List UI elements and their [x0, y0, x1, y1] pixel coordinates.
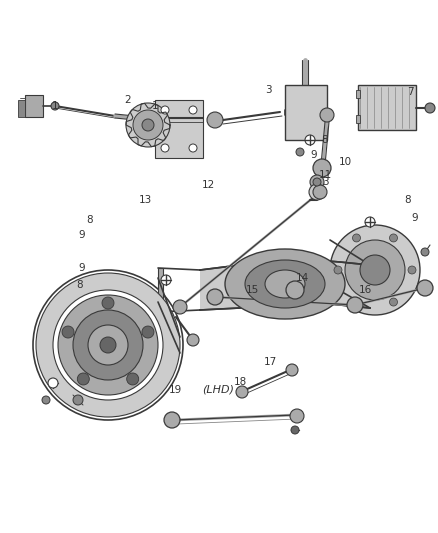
Circle shape	[309, 184, 325, 200]
Circle shape	[305, 135, 315, 145]
Bar	[158, 268, 163, 312]
Text: 9: 9	[79, 230, 85, 240]
Circle shape	[58, 295, 158, 395]
Circle shape	[102, 297, 114, 309]
Circle shape	[142, 326, 154, 338]
Polygon shape	[200, 258, 370, 310]
Circle shape	[417, 280, 433, 296]
Circle shape	[310, 175, 324, 189]
Circle shape	[421, 248, 429, 256]
Ellipse shape	[265, 270, 305, 298]
Circle shape	[291, 426, 299, 434]
Circle shape	[189, 144, 197, 152]
Text: 1: 1	[52, 101, 58, 111]
Circle shape	[345, 240, 405, 300]
Text: 7: 7	[407, 87, 413, 97]
Text: 18: 18	[233, 377, 247, 387]
Circle shape	[173, 300, 187, 314]
Circle shape	[290, 409, 304, 423]
Circle shape	[236, 386, 248, 398]
Circle shape	[133, 110, 163, 140]
Circle shape	[360, 255, 390, 285]
Circle shape	[88, 325, 128, 365]
Text: 19: 19	[168, 385, 182, 395]
Bar	[358, 85, 416, 130]
Text: 11: 11	[318, 170, 332, 180]
Ellipse shape	[245, 260, 325, 308]
Circle shape	[320, 108, 334, 122]
Text: 3: 3	[265, 85, 271, 95]
Text: 15: 15	[245, 285, 258, 295]
Circle shape	[126, 103, 170, 147]
Circle shape	[189, 106, 197, 114]
Circle shape	[100, 337, 116, 353]
Circle shape	[296, 148, 304, 156]
Circle shape	[313, 159, 331, 177]
Bar	[356, 90, 360, 98]
Text: 14: 14	[295, 273, 309, 283]
Polygon shape	[18, 100, 25, 117]
Text: 10: 10	[339, 157, 352, 167]
Circle shape	[313, 178, 321, 186]
Circle shape	[330, 225, 420, 315]
Bar	[285, 85, 327, 140]
Text: 16: 16	[358, 285, 371, 295]
Text: 17: 17	[263, 357, 277, 367]
Text: 8: 8	[321, 135, 328, 145]
Circle shape	[48, 378, 58, 388]
Circle shape	[33, 270, 183, 420]
Circle shape	[353, 298, 360, 306]
Circle shape	[62, 326, 74, 338]
Ellipse shape	[225, 249, 345, 319]
Text: (LHD): (LHD)	[202, 385, 234, 395]
Circle shape	[334, 266, 342, 274]
Circle shape	[36, 273, 180, 417]
Circle shape	[347, 297, 363, 313]
Text: 3: 3	[321, 177, 328, 187]
Circle shape	[408, 266, 416, 274]
Text: 8: 8	[405, 195, 411, 205]
Circle shape	[286, 364, 298, 376]
Circle shape	[187, 334, 199, 346]
Text: 8: 8	[77, 280, 83, 290]
Text: 9: 9	[311, 150, 317, 160]
Circle shape	[161, 275, 171, 285]
Circle shape	[207, 112, 223, 128]
Circle shape	[353, 234, 360, 242]
Bar	[356, 115, 360, 123]
Circle shape	[313, 185, 327, 199]
Circle shape	[389, 298, 398, 306]
Circle shape	[142, 119, 154, 131]
Text: 2: 2	[125, 95, 131, 105]
Circle shape	[78, 373, 89, 385]
Text: 1: 1	[152, 101, 158, 111]
Circle shape	[73, 310, 143, 380]
Text: 8: 8	[87, 215, 93, 225]
Circle shape	[161, 144, 169, 152]
Circle shape	[51, 102, 59, 110]
Bar	[155, 100, 203, 158]
Text: 12: 12	[201, 180, 215, 190]
Circle shape	[207, 289, 223, 305]
Circle shape	[425, 103, 435, 113]
Circle shape	[389, 234, 398, 242]
Circle shape	[127, 373, 139, 385]
Circle shape	[73, 395, 83, 405]
Circle shape	[42, 396, 50, 404]
Circle shape	[164, 412, 180, 428]
Circle shape	[365, 217, 375, 227]
Bar	[25, 95, 43, 117]
Text: 13: 13	[138, 195, 152, 205]
Circle shape	[286, 281, 304, 299]
Text: 9: 9	[79, 263, 85, 273]
Text: 9: 9	[412, 213, 418, 223]
Circle shape	[161, 106, 169, 114]
Circle shape	[53, 290, 163, 400]
